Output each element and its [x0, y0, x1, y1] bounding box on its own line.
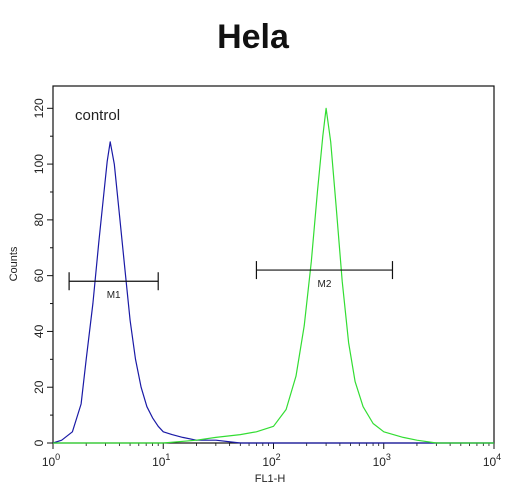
y-tick-label: 60: [32, 269, 46, 283]
y-tick-label: 80: [32, 213, 46, 227]
gate-layer: M1 M2: [68, 261, 394, 301]
y-axis-label: Counts: [8, 246, 20, 281]
x-tick-label: 104: [483, 452, 501, 469]
x-axis: 100 101 102 103 104: [42, 443, 501, 469]
y-tick-label: 0: [32, 439, 46, 446]
plot-frame: [52, 85, 495, 444]
y-tick-label: 120: [32, 98, 46, 118]
series-line-1: [52, 141, 494, 444]
y-tick-label: 20: [32, 380, 46, 394]
x-tick-label: 101: [152, 452, 170, 469]
series-line-2: [53, 107, 494, 444]
x-tick-label: 100: [42, 452, 60, 469]
y-axis: 0 20 40 60 80 100 120: [32, 98, 53, 446]
series-layer: [52, 107, 494, 444]
gate-label: M1: [107, 290, 121, 301]
y-tick-label: 100: [32, 154, 46, 174]
x-axis-label: FL1-H: [255, 473, 286, 485]
control-annotation: control: [75, 107, 120, 124]
x-tick-label: 102: [262, 452, 280, 469]
gate-label: M2: [317, 279, 331, 290]
chart-title: Hela: [217, 18, 290, 56]
x-tick-label: 103: [373, 452, 391, 469]
y-tick-label: 40: [32, 324, 46, 338]
